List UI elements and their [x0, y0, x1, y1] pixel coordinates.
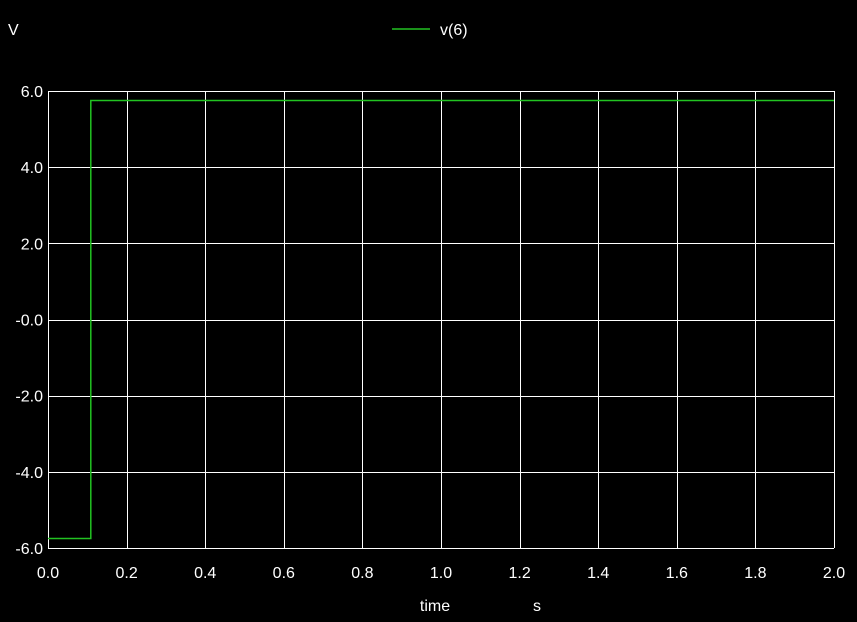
- x-axis-label: time: [420, 598, 450, 615]
- y-tick-label: 2.0: [21, 236, 43, 253]
- x-tick-label: 0.2: [115, 565, 137, 582]
- y-axis-label: V: [8, 22, 19, 39]
- y-tick-label: 4.0: [21, 160, 43, 177]
- x-tick-label: 1.6: [666, 565, 688, 582]
- x-tick-label: 0.0: [37, 565, 59, 582]
- y-tick-label: -2.0: [15, 389, 43, 406]
- y-tick-label: -0.0: [15, 313, 43, 330]
- series-line-v6: [48, 99, 834, 540]
- legend-label: v(6): [440, 22, 468, 39]
- legend: v(6): [392, 22, 468, 39]
- x-tick-label: 0.4: [194, 565, 216, 582]
- grid: [48, 91, 835, 549]
- y-tick-label: 6.0: [21, 84, 43, 101]
- x-tick-label: 1.0: [430, 565, 452, 582]
- x-tick-label: 1.8: [744, 565, 766, 582]
- series-layer: [48, 99, 834, 540]
- y-tick-label: -4.0: [15, 465, 43, 482]
- x-tick-label: 1.4: [587, 565, 609, 582]
- x-tick-label: 1.2: [508, 565, 530, 582]
- x-tick-label: 2.0: [823, 565, 845, 582]
- x-axis-unit: s: [533, 598, 541, 615]
- x-tick-label: 0.8: [351, 565, 373, 582]
- tick-labels: 0.0 0.2 0.4 0.6 0.8 1.0 1.2 1.4 1.6 1.8 2.0 6.0 4.0 2…: [15, 84, 845, 582]
- y-tick-label: -6.0: [15, 541, 43, 558]
- x-tick-label: 0.6: [273, 565, 295, 582]
